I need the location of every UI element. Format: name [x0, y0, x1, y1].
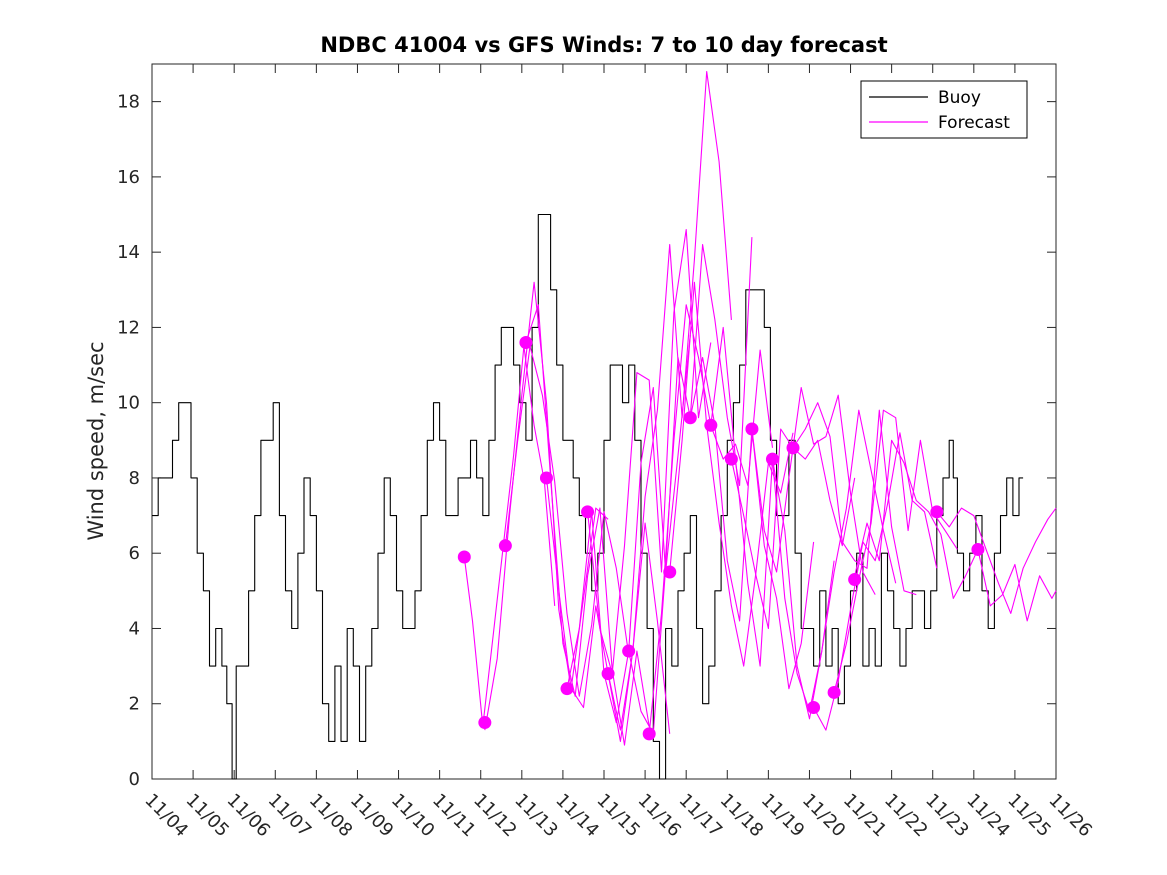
forecast-start-marker [704, 419, 717, 432]
forecast-start-marker [807, 701, 820, 714]
legend-label-forecast: Forecast [938, 113, 1010, 133]
y-tick-label: 2 [129, 694, 140, 715]
forecast-start-marker [499, 539, 512, 552]
forecast-start-marker [725, 453, 738, 466]
forecast-start-marker [745, 423, 758, 436]
legend-label-buoy: Buoy [938, 88, 981, 108]
forecast-start-marker [663, 566, 676, 579]
forecast-start-marker [684, 411, 697, 424]
forecast-start-marker [971, 543, 984, 556]
forecast-start-marker [828, 686, 841, 699]
y-tick-label: 6 [129, 543, 140, 564]
chart-title: NDBC 41004 vs GFS Winds: 7 to 10 day for… [320, 33, 887, 57]
y-tick-label: 14 [117, 242, 140, 263]
forecast-start-marker [643, 727, 656, 740]
y-tick-label: 12 [117, 317, 140, 338]
y-tick-label: 0 [129, 769, 140, 790]
y-axis-label: Wind speed, m/sec [84, 341, 108, 540]
forecast-start-marker [622, 645, 635, 658]
wind-speed-chart: NDBC 41004 vs GFS Winds: 7 to 10 day for… [0, 0, 1167, 875]
forecast-start-marker [766, 453, 779, 466]
forecast-start-marker [602, 667, 615, 680]
forecast-start-marker [561, 682, 574, 695]
y-tick-label: 10 [117, 393, 140, 414]
forecast-start-marker [787, 441, 800, 454]
forecast-start-marker [848, 573, 861, 586]
forecast-start-marker [540, 471, 553, 484]
y-tick-label: 16 [117, 167, 140, 188]
forecast-start-marker [930, 505, 943, 518]
y-tick-label: 8 [129, 468, 140, 489]
forecast-start-marker [581, 505, 594, 518]
forecast-start-marker [519, 336, 532, 349]
forecast-start-marker [458, 550, 471, 563]
y-tick-label: 18 [117, 92, 140, 113]
y-tick-label: 4 [129, 618, 140, 639]
legend: Buoy Forecast [861, 81, 1027, 138]
forecast-start-marker [478, 716, 491, 729]
